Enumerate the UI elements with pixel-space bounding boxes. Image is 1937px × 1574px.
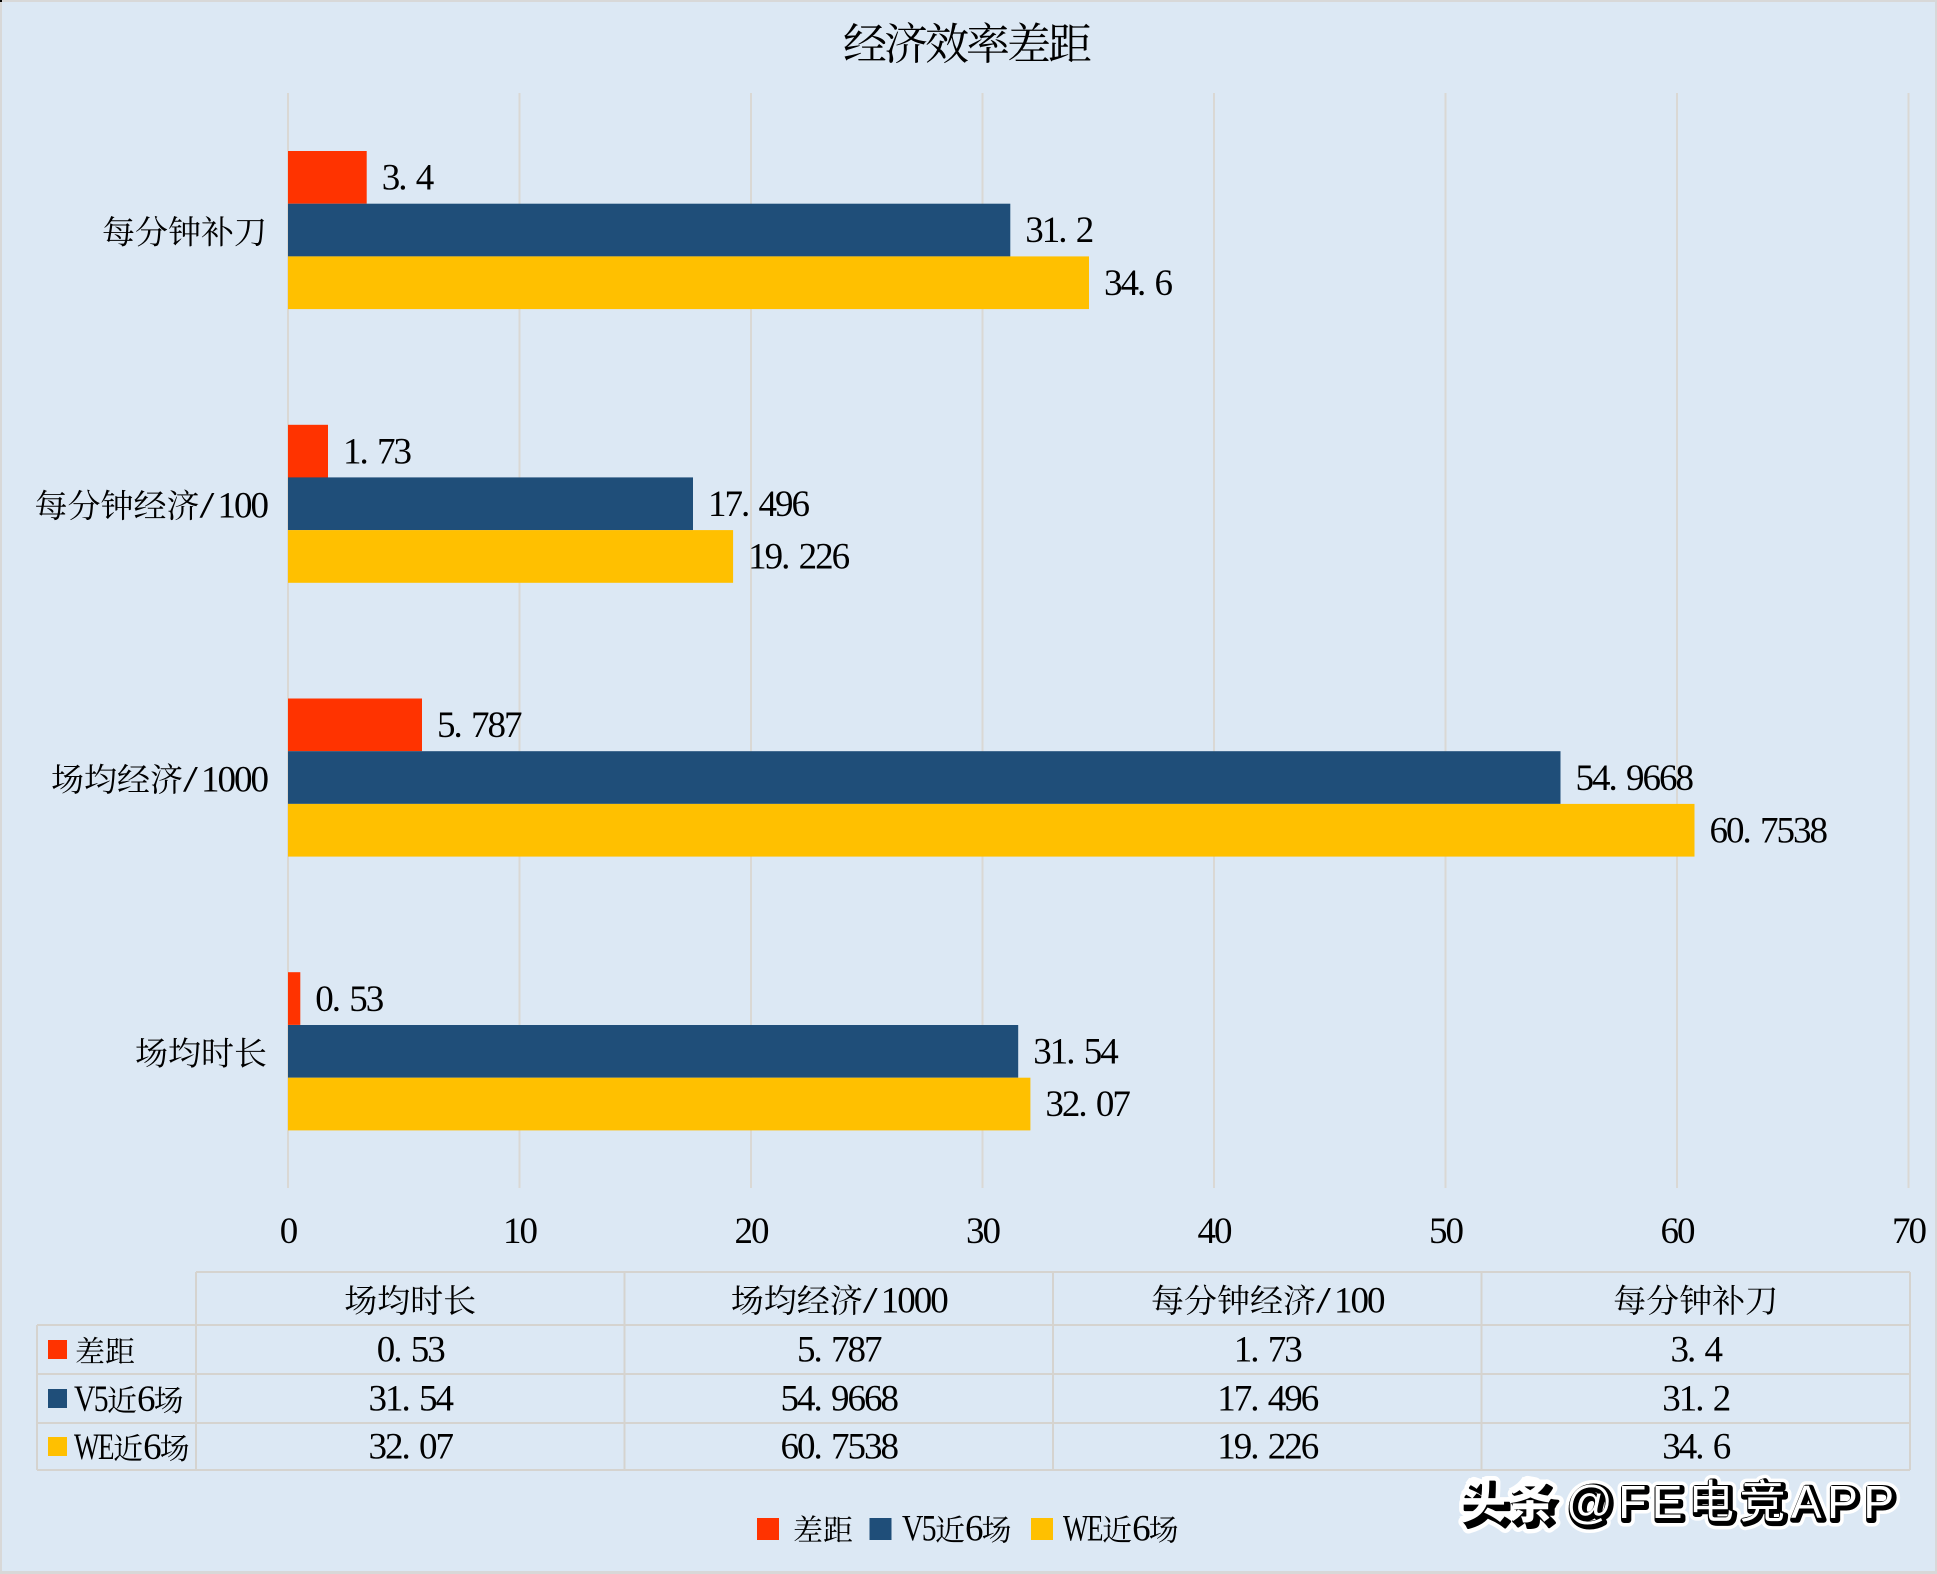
svg-text:50: 50	[1429, 1211, 1464, 1252]
svg-text:WE: WE	[1063, 1509, 1103, 1550]
svg-text:60: 60	[1661, 1211, 1696, 1252]
svg-text:34. 6: 34. 6	[1104, 263, 1173, 304]
svg-text:60. 7538: 60. 7538	[781, 1427, 899, 1468]
svg-text:5. 787: 5. 787	[437, 705, 522, 746]
svg-text:5. 787: 5. 787	[797, 1330, 882, 1371]
svg-text:100: 100	[1334, 1280, 1385, 1321]
svg-text:19. 226: 19. 226	[748, 537, 850, 578]
svg-text:54. 9668: 54. 9668	[781, 1379, 899, 1420]
svg-text:19. 226: 19. 226	[1217, 1427, 1319, 1468]
svg-text:34. 6: 34. 6	[1662, 1427, 1731, 1468]
svg-text:3. 4: 3. 4	[382, 158, 434, 199]
svg-text:32. 07: 32. 07	[368, 1427, 453, 1468]
svg-text:6: 6	[137, 1379, 155, 1420]
svg-text:APP: APP	[1793, 1478, 1902, 1530]
svg-text:0: 0	[280, 1211, 298, 1252]
svg-text:10: 10	[503, 1211, 538, 1252]
svg-text:40: 40	[1198, 1211, 1233, 1252]
svg-text:@FE: @FE	[1568, 1478, 1690, 1530]
svg-text:20: 20	[735, 1211, 770, 1252]
svg-text:32. 07: 32. 07	[1045, 1084, 1130, 1125]
svg-text:6: 6	[965, 1509, 983, 1550]
svg-text:31. 54: 31. 54	[1033, 1032, 1118, 1073]
svg-text:30: 30	[966, 1211, 1001, 1252]
svg-text:31. 2: 31. 2	[1662, 1379, 1730, 1420]
svg-text:1000: 1000	[201, 759, 269, 800]
svg-text:V5: V5	[902, 1509, 936, 1550]
svg-text:WE: WE	[74, 1427, 114, 1468]
svg-text:1000: 1000	[881, 1280, 949, 1321]
svg-text:3. 4: 3. 4	[1671, 1330, 1723, 1371]
svg-text:54. 9668: 54. 9668	[1576, 758, 1694, 799]
svg-text:0. 53: 0. 53	[315, 979, 384, 1020]
svg-text:@FE: @FE	[1568, 1478, 1690, 1530]
svg-text:@FE: @FE	[1566, 1476, 1688, 1528]
svg-text:31. 54: 31. 54	[368, 1379, 453, 1420]
svg-text:100: 100	[218, 486, 269, 527]
svg-text:6: 6	[143, 1427, 161, 1468]
svg-text:31. 2: 31. 2	[1025, 210, 1093, 251]
svg-text:APP: APP	[1793, 1478, 1902, 1530]
svg-text:6: 6	[1132, 1509, 1150, 1550]
svg-text:17. 496: 17. 496	[708, 484, 810, 525]
svg-text:APP: APP	[1791, 1476, 1900, 1528]
svg-text:1. 73: 1. 73	[1234, 1330, 1303, 1371]
svg-text:0. 53: 0. 53	[377, 1330, 446, 1371]
svg-text:60. 7538: 60. 7538	[1710, 811, 1828, 852]
svg-text:17. 496: 17. 496	[1217, 1379, 1319, 1420]
svg-text:V5: V5	[74, 1379, 108, 1420]
svg-text:1. 73: 1. 73	[343, 431, 412, 472]
svg-text:70: 70	[1892, 1211, 1927, 1252]
